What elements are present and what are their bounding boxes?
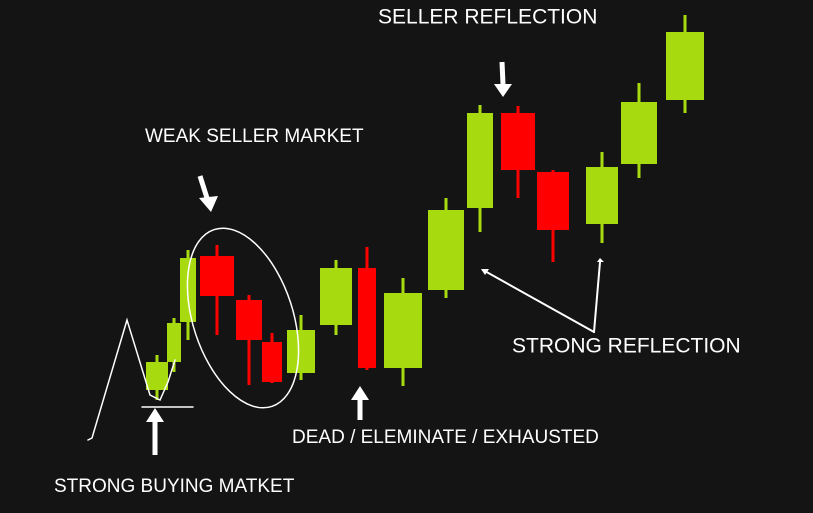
candle bbox=[262, 333, 282, 383]
candle bbox=[320, 260, 352, 335]
arrows bbox=[146, 61, 604, 455]
arrow-down bbox=[494, 61, 512, 97]
label: SELLER REFLECTION bbox=[378, 6, 597, 29]
candle bbox=[428, 198, 464, 298]
label: WEAK SELLER MARKET bbox=[145, 126, 364, 147]
candle bbox=[621, 83, 657, 178]
candle bbox=[236, 295, 262, 385]
annotation-strokes bbox=[87, 227, 601, 441]
arrow-head bbox=[597, 258, 604, 262]
label: STRONG BUYING MATKET bbox=[54, 476, 295, 497]
arrow-up bbox=[351, 386, 369, 420]
candle bbox=[384, 278, 422, 386]
candle bbox=[537, 170, 569, 262]
candle bbox=[586, 152, 618, 243]
candle bbox=[501, 106, 535, 198]
arrow-up bbox=[146, 408, 164, 455]
candle bbox=[666, 15, 704, 113]
candle bbox=[358, 247, 376, 370]
candle bbox=[146, 355, 168, 400]
pointer-line bbox=[593, 261, 601, 333]
candle bbox=[200, 245, 234, 335]
candles bbox=[146, 15, 704, 400]
candle bbox=[467, 105, 493, 232]
label: STRONG REFLECTION bbox=[512, 335, 741, 358]
pointer-line bbox=[482, 269, 595, 333]
arrow-head bbox=[481, 269, 489, 275]
freehand-line bbox=[87, 317, 176, 441]
arrow-down bbox=[197, 175, 218, 212]
label: DEAD / ELEMINATE / EXHAUSTED bbox=[292, 427, 599, 448]
candle bbox=[287, 315, 315, 380]
circle-mark bbox=[186, 227, 300, 409]
